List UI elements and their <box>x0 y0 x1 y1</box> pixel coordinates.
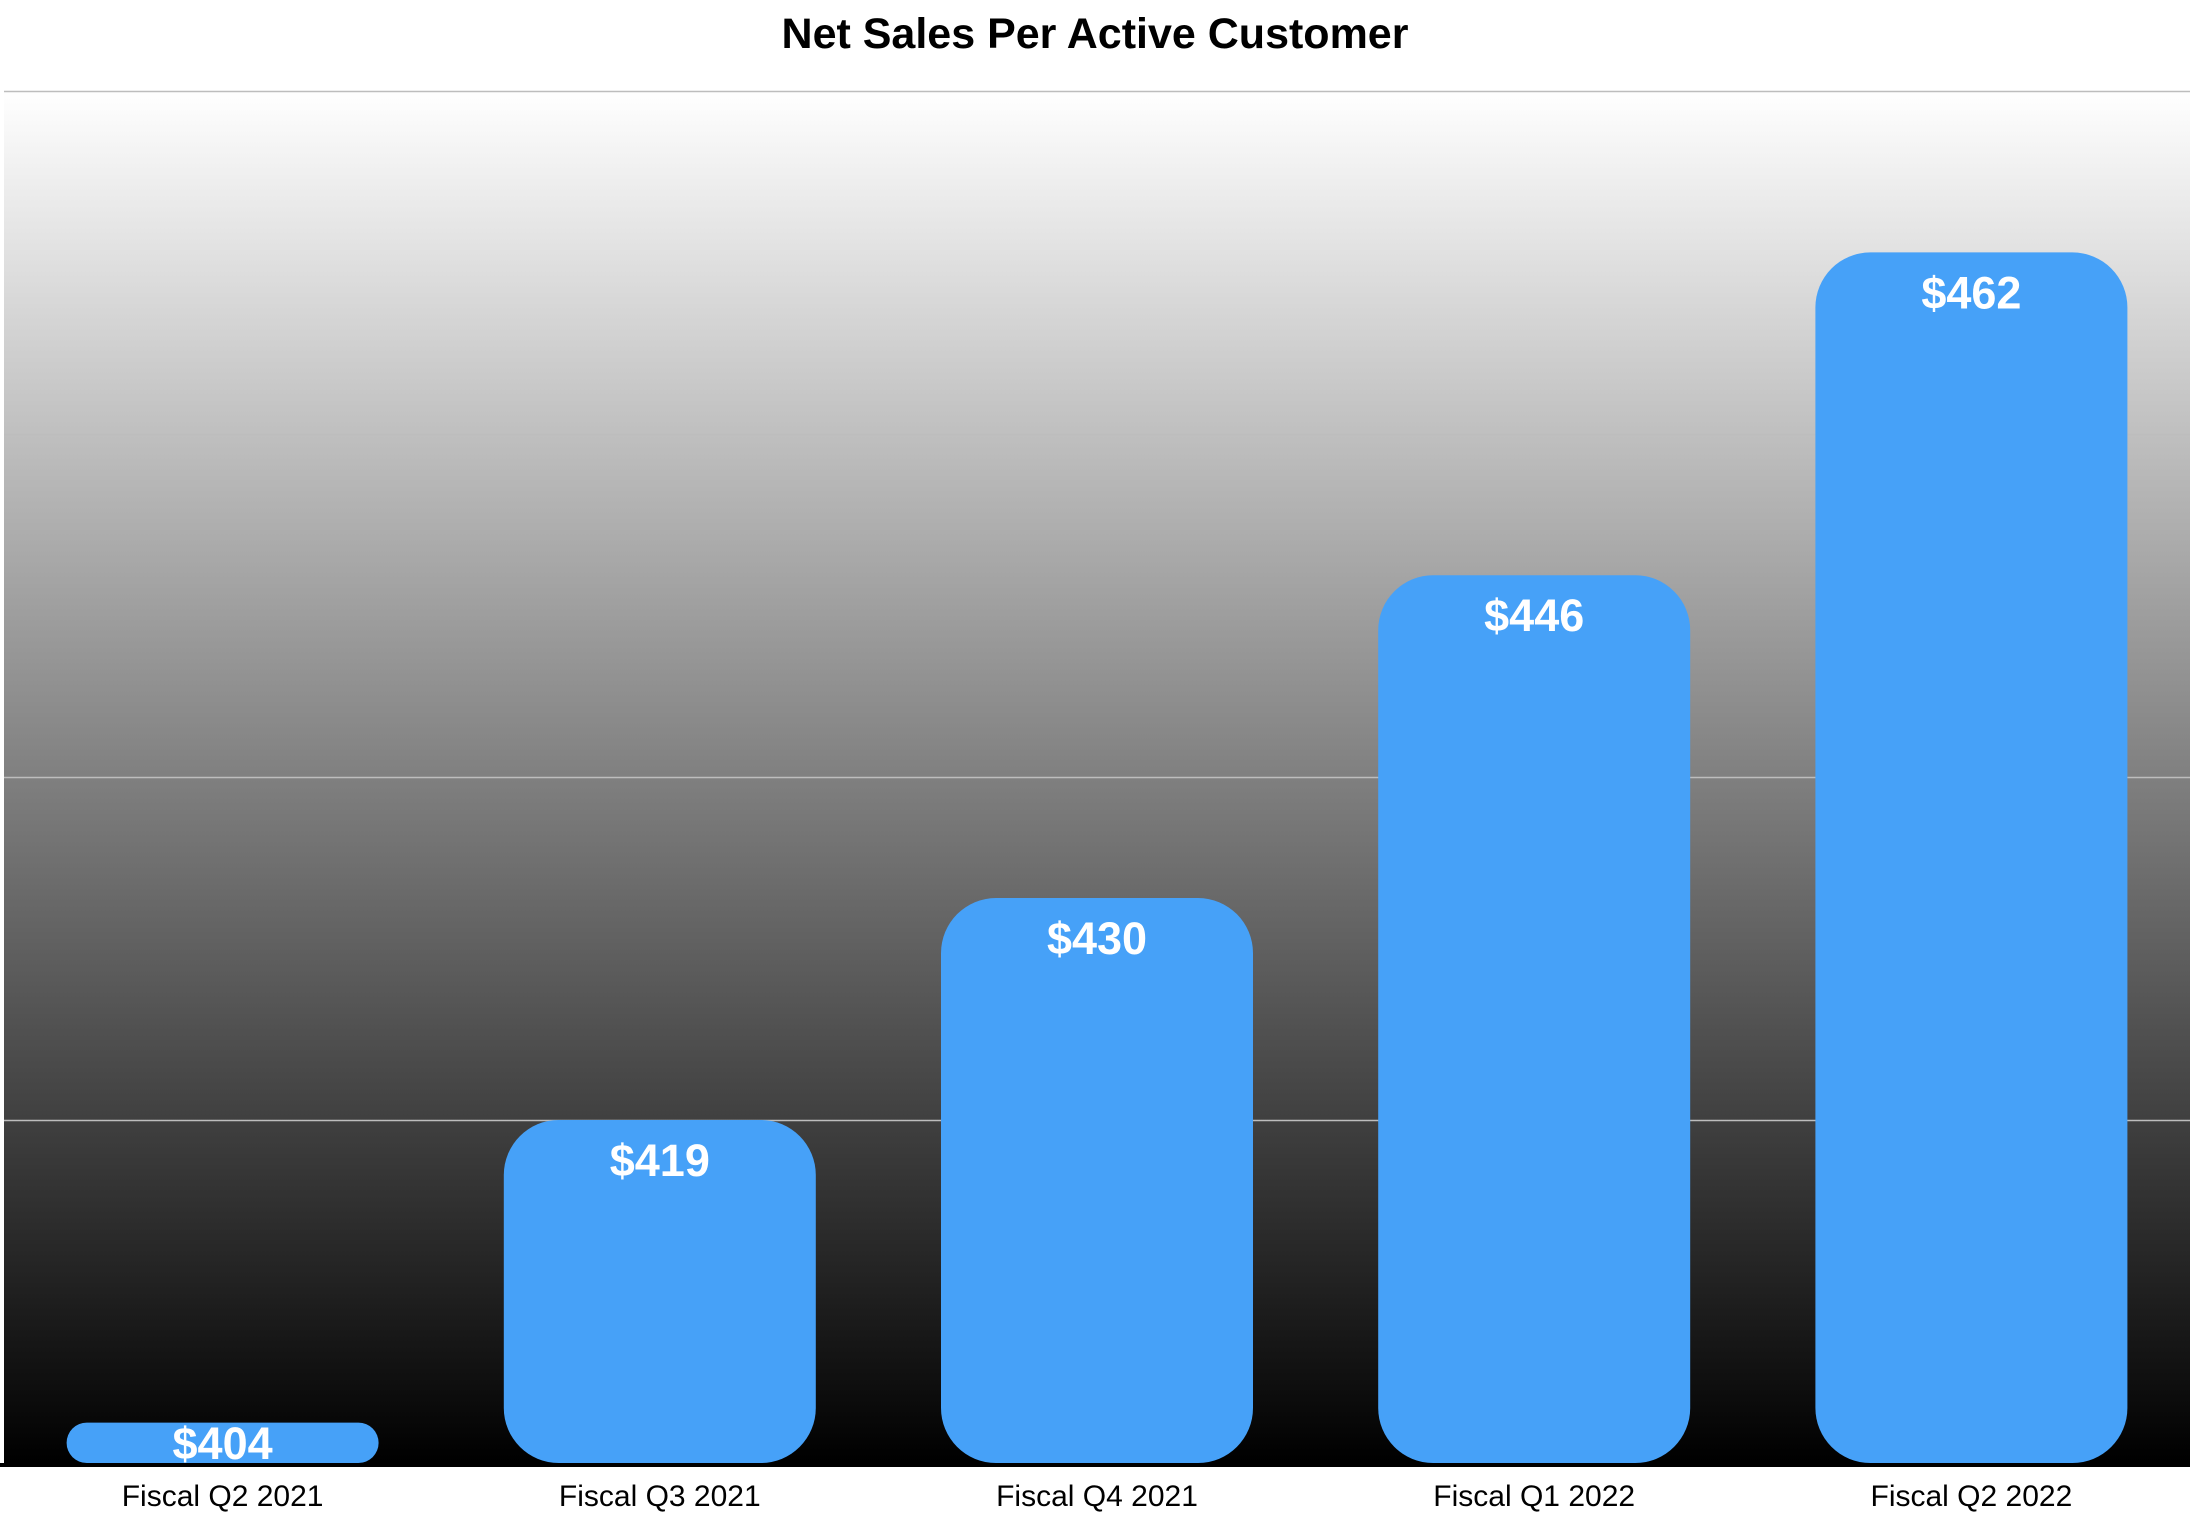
bar <box>503 1120 816 1463</box>
x-tick-label: Fiscal Q1 2022 <box>1433 1480 1635 1513</box>
bar <box>1815 252 2128 1464</box>
bar <box>1378 575 1691 1463</box>
x-tick-label: Fiscal Q3 2021 <box>559 1480 761 1513</box>
x-tick-label: Fiscal Q4 2021 <box>996 1480 1198 1513</box>
bar-value-label: $404 <box>173 1418 273 1469</box>
x-axis-tick-labels: Fiscal Q2 2021 Fiscal Q3 2021 Fiscal Q4 20… <box>122 1480 2073 1513</box>
bar <box>941 898 1253 1463</box>
bar-value-label: $419 <box>610 1135 710 1186</box>
bar-value-label: $462 <box>1921 267 2021 318</box>
chart-title: Net Sales Per Active Customer <box>781 10 1409 58</box>
bars: $404 $419 $430 $446 $462 <box>66 252 2128 1469</box>
bar <box>66 1422 379 1463</box>
bar-value-label: $446 <box>1484 590 1584 641</box>
bar-value-label: $430 <box>1047 913 1147 964</box>
x-tick-label: Fiscal Q2 2021 <box>122 1480 324 1513</box>
x-tick-label: Fiscal Q2 2022 <box>1871 1480 2073 1513</box>
